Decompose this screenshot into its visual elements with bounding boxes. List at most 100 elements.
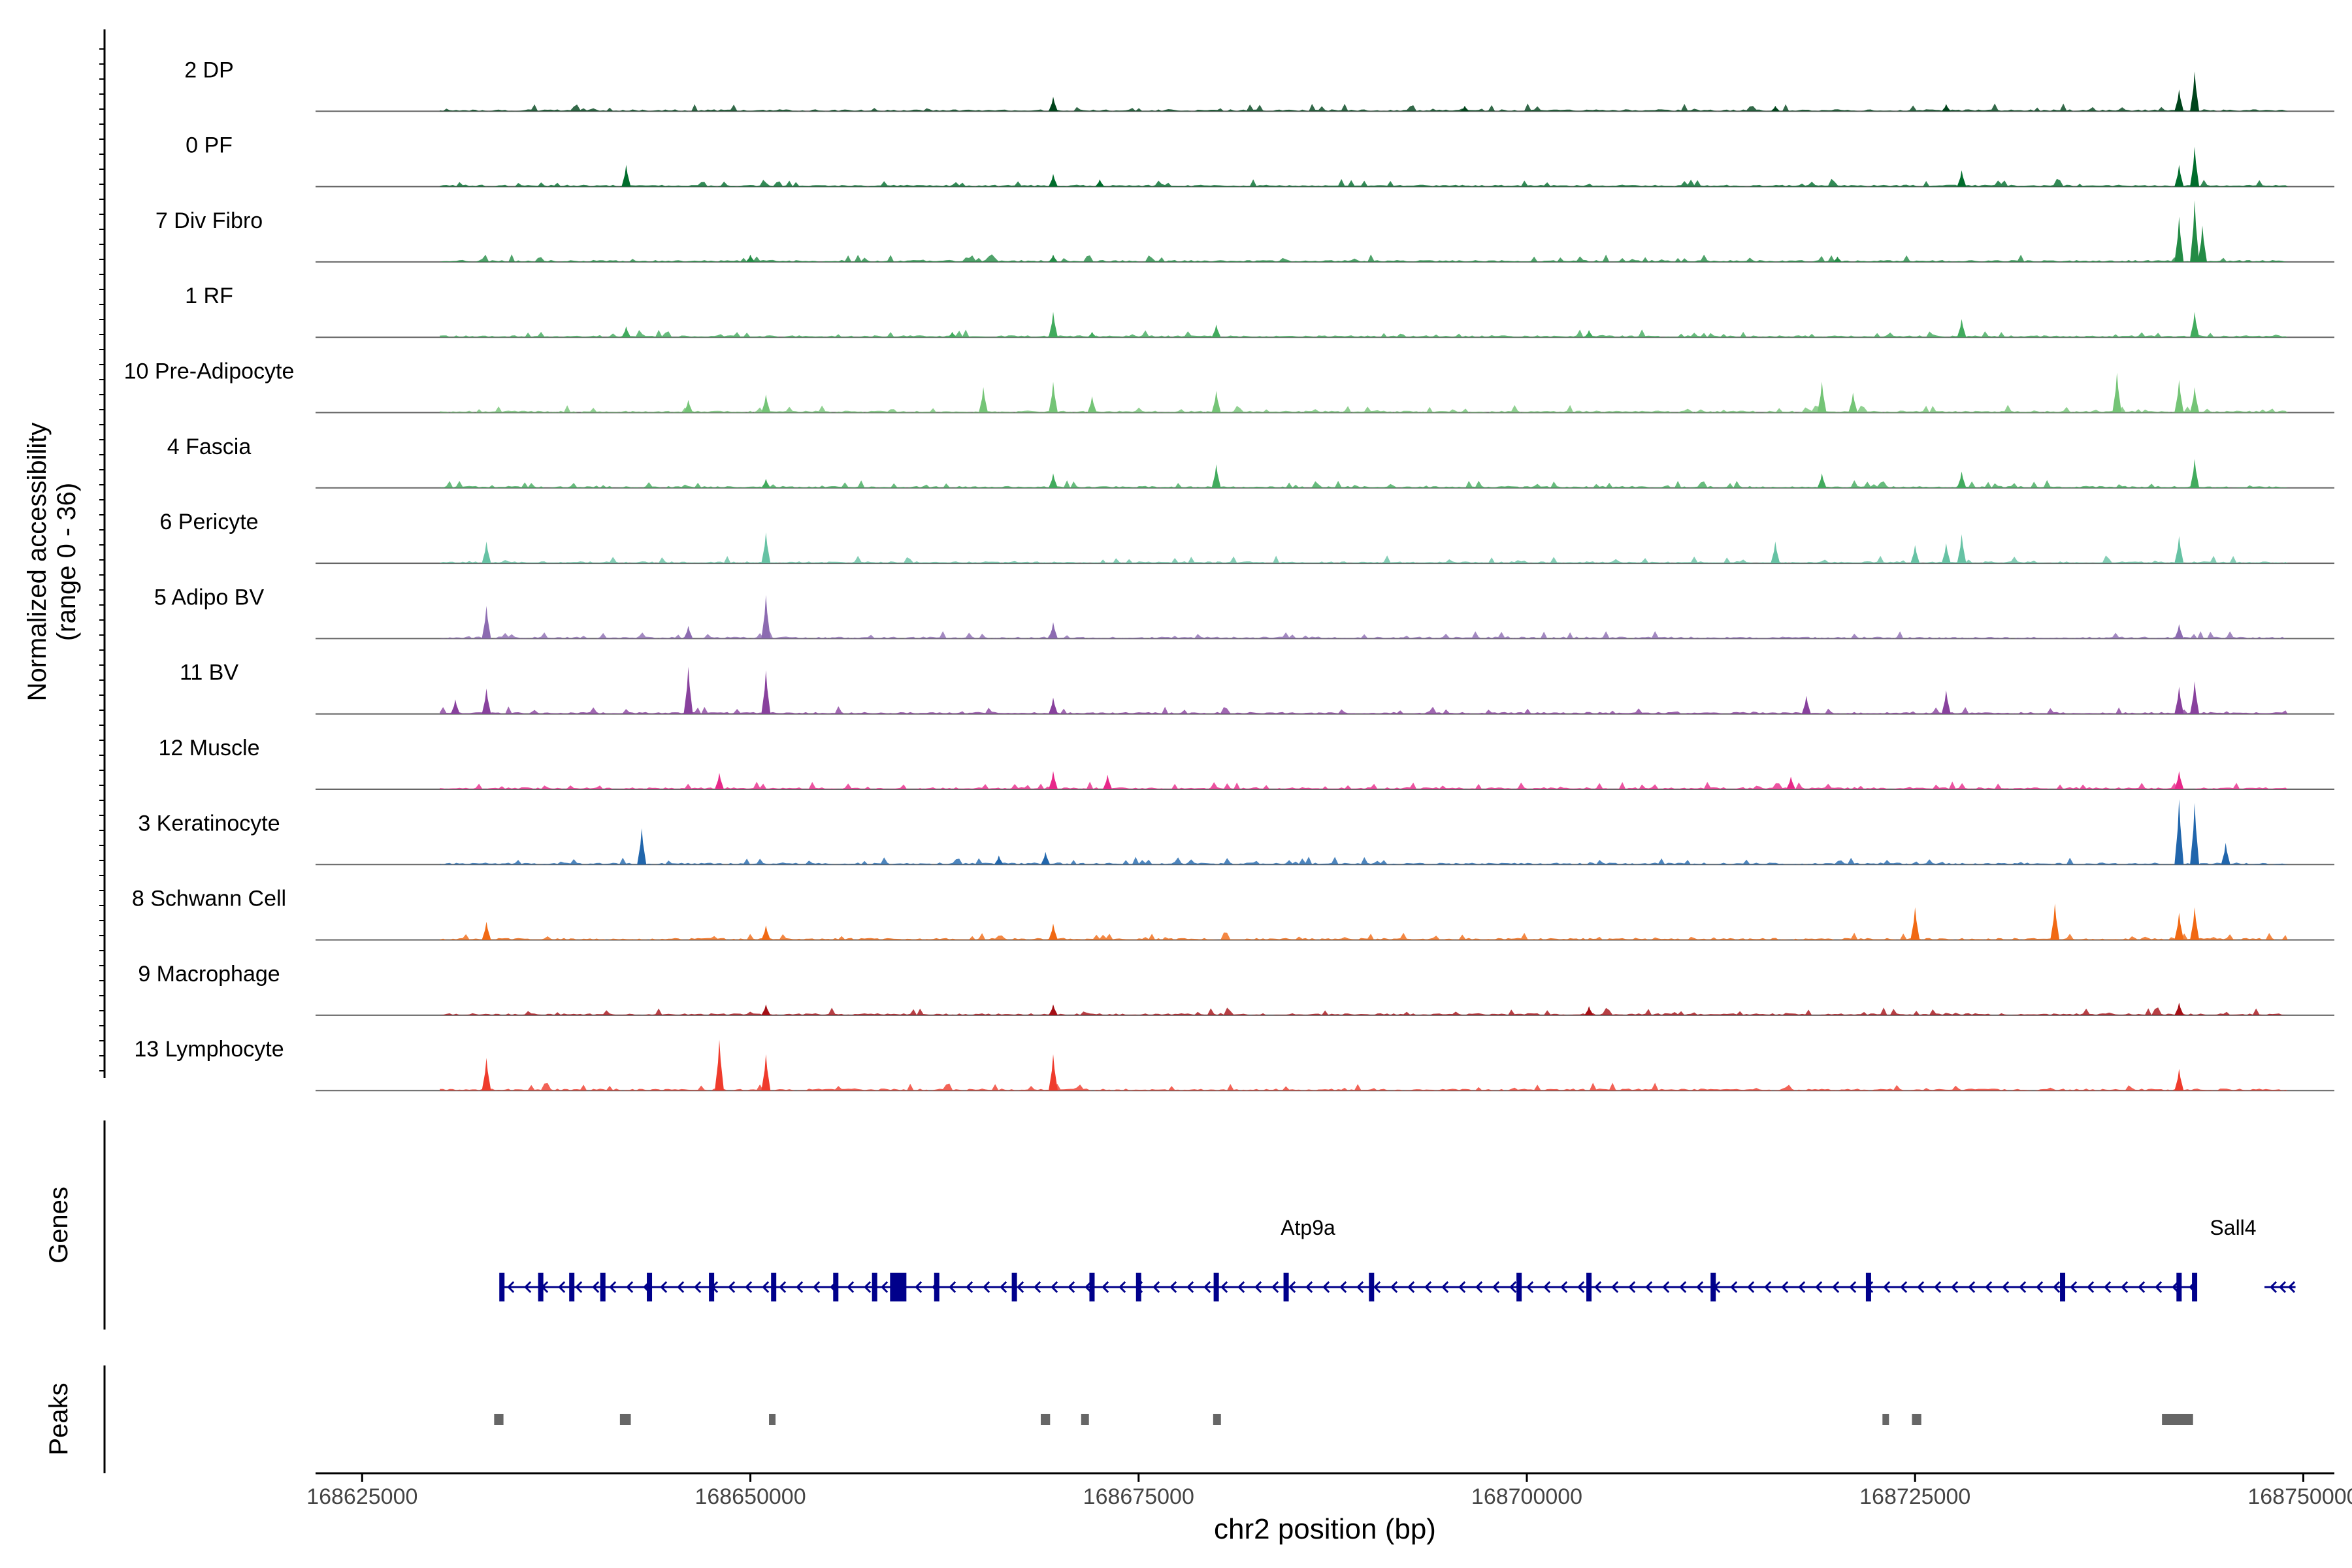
accessibility-peak [1817,473,1827,488]
strand-arrow [2287,1281,2296,1294]
strand-arrow [558,1281,566,1294]
track-label: 2 DP [184,57,234,82]
peak-region [2162,1414,2193,1425]
strand-arrow [1883,1281,1891,1294]
accessibility-peak [482,541,491,564]
strand-arrow [1102,1281,1109,1294]
accessibility-peak [761,394,771,413]
coverage-tracks: 2 DP 0 PF 7 Div Fibro 1 RF 10 Pre-Adipocyte 4… [124,57,2334,1092]
strand-arrow [2155,1281,2163,1294]
track-10-pre-adipocyte: 10 Pre-Adipocyte [124,359,2334,414]
strand-arrow [1390,1281,1398,1294]
gene-exon [569,1273,575,1301]
strand-arrow [847,1281,855,1294]
accessibility-peak [2174,90,2184,112]
strand-arrow [762,1281,770,1294]
gene-exon [709,1273,715,1301]
x-axis-tick-label: 168650000 [694,1484,806,1509]
accessibility-peak [761,478,771,488]
strand-arrow [2121,1281,2129,1294]
strand-arrow [2104,1281,2112,1294]
track-background-signal [440,404,2288,413]
accessibility-peak [2174,536,2184,564]
track-label: 1 RF [185,284,233,308]
strand-arrow [1254,1281,1262,1294]
strand-arrow [2269,1281,2278,1294]
x-axis-tick-label: 168725000 [1859,1484,1970,1509]
strand-arrow [864,1281,872,1294]
accessibility-peak [2190,681,2200,714]
accessibility-peak [2190,907,2200,940]
accessibility-peak [1941,543,1951,564]
accessibility-peak [2190,71,2200,112]
gene-exon [2060,1273,2066,1301]
accessibility-peak [2174,912,2184,940]
track-label: 3 Keratinocyte [138,811,280,836]
track-label: 5 Adipo BV [154,585,265,610]
accessibility-peak [1087,396,1097,413]
gene-exon [1213,1273,1219,1301]
peak-region [769,1414,776,1425]
strand-arrow [1373,1281,1381,1294]
gene-exon [1369,1273,1375,1301]
strand-arrow [1305,1281,1313,1294]
accessibility-peak [2198,225,2207,262]
x-axis-title: chr2 position (bp) [1214,1513,1436,1545]
accessibility-peak [1833,256,1842,262]
gene-exon [538,1273,544,1301]
gene-exon [872,1273,877,1301]
track-y-axis [99,29,106,1078]
strand-arrow [1051,1281,1058,1294]
track-3-keratinocyte: 3 Keratinocyte [138,799,2334,866]
accessibility-peak [1049,382,1058,413]
accessibility-peak [2190,387,2200,413]
accessibility-peak [683,626,693,639]
track-background-signal [440,781,2288,789]
accessibility-peak [482,606,491,639]
track-background-signal [440,932,2288,940]
strand-arrow [1577,1281,1585,1294]
accessibility-peak [2174,380,2184,413]
track-background-signal [440,1007,2288,1015]
accessibility-peak [482,1058,491,1091]
track-label: 10 Pre-Adipocyte [124,359,295,384]
strand-arrow [1203,1281,1211,1294]
track-label: 7 Div Fibro [155,208,263,233]
strand-arrow [1017,1281,1024,1294]
gene-exon [771,1273,777,1301]
strand-arrow [881,1281,889,1294]
strand-arrow [1645,1281,1653,1294]
gene-annotation-track: Atp9a Sall4 [499,1216,2296,1301]
strand-arrow [1747,1281,1755,1294]
gene-exon [647,1273,653,1301]
strand-arrow [507,1281,515,1294]
track-label: 4 Fascia [167,434,252,459]
gene-name-label: Atp9a [1281,1216,1335,1239]
track-9-macrophage: 9 Macrophage [138,962,2334,1016]
track-7-div-fibro: 7 Div Fibro [155,200,2334,263]
accessibility-peak [1087,331,1097,338]
gene-exon [1516,1273,1522,1301]
strand-arrow [524,1281,532,1294]
accessibility-peak [2190,802,2200,865]
gene-exon [1011,1273,1017,1301]
accessibility-peak [2174,624,2184,639]
strand-arrow [1424,1281,1432,1294]
track-background-signal [440,103,2288,112]
strand-arrow [2019,1281,2027,1294]
accessibility-peak [1786,776,1796,789]
accessibility-peak [947,331,957,338]
track-2-dp: 2 DP [184,57,2334,112]
accessibility-peak [2174,165,2184,187]
x-axis: 168625000 168650000 168675000 168700000 1687… [306,1472,2352,1509]
track-background-signal [440,631,2288,639]
gene-exon [1089,1273,1095,1301]
accessibility-peak [450,699,460,714]
accessibility-peak [482,921,491,940]
accessibility-peak [482,688,491,714]
accessibility-peak [2190,459,2200,488]
strand-arrow [1475,1281,1483,1294]
gene-exon [890,1273,907,1301]
track-background-signal [440,329,2288,338]
accessibility-peak [1211,464,1221,488]
